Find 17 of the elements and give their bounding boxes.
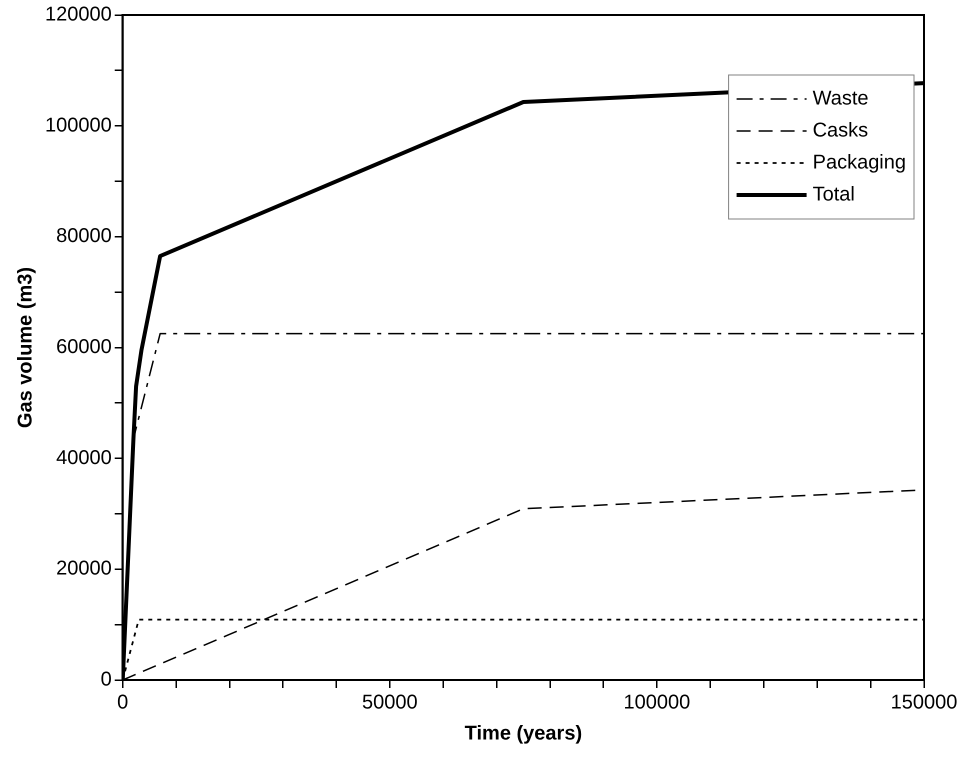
legend-label: Waste [812, 88, 869, 110]
y-tick-label: 120000 [44, 4, 112, 26]
x-tick-label: 50000 [362, 692, 418, 714]
y-tick-label: 100000 [44, 114, 112, 136]
y-tick-label: 0 [100, 668, 112, 691]
y-axis-title: Gas volume (m3) [14, 266, 37, 428]
x-axis-title: Time (years) [464, 722, 582, 745]
x-tick-label: 150000 [890, 692, 958, 714]
legend-label: Casks [812, 120, 868, 142]
y-tick-label: 80000 [56, 225, 112, 248]
legend-label: Packaging [812, 152, 906, 174]
y-tick-label: 40000 [56, 446, 112, 469]
x-tick-label: 100000 [624, 692, 690, 714]
legend-label: Total [812, 184, 855, 206]
y-tick-label: 20000 [56, 558, 112, 580]
x-tick-label: 0 [117, 692, 128, 714]
y-tick-label: 60000 [56, 336, 112, 358]
